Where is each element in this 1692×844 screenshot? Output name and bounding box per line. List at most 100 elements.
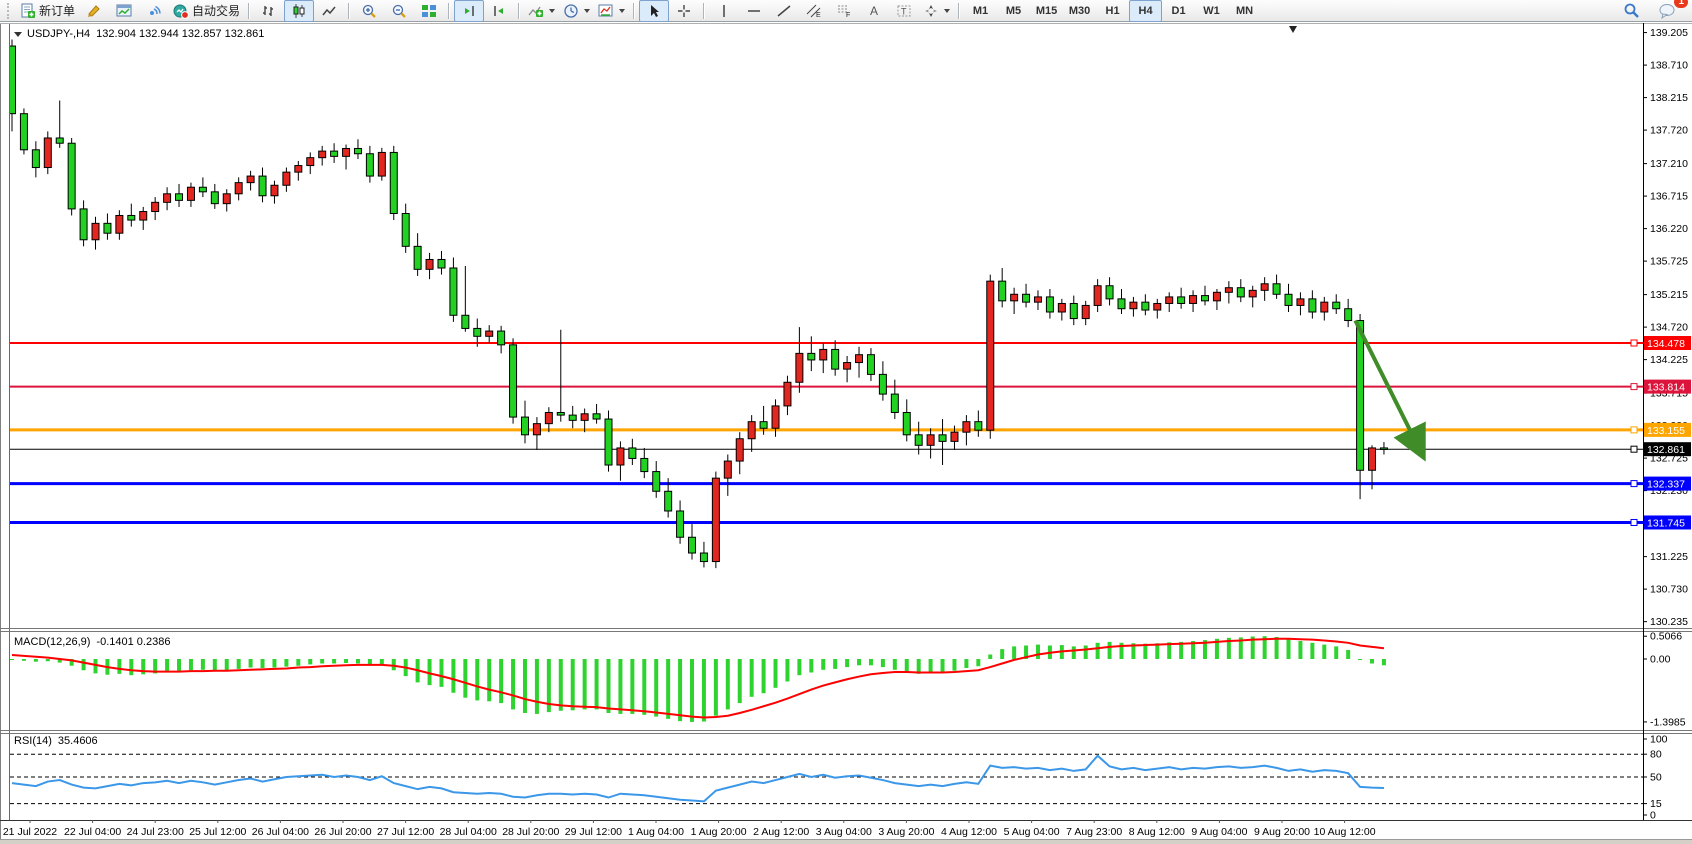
toolbar-separator: [448, 2, 451, 19]
chart-canvas[interactable]: 139.205 138.710 138.215 137.720 137.210 136.7…: [0, 23, 1692, 844]
search-icon: [1624, 3, 1639, 18]
notification-count-badge: 1: [1674, 0, 1688, 8]
templates-icon: [598, 4, 613, 16]
search-button[interactable]: [1616, 0, 1646, 22]
svg-text:138.215: 138.215: [1650, 92, 1688, 104]
svg-text:9 Aug 20:00: 9 Aug 20:00: [1254, 826, 1310, 838]
svg-text:15: 15: [1650, 798, 1662, 810]
metaeditor-icon: [88, 4, 100, 17]
svg-text:136.715: 136.715: [1650, 191, 1688, 203]
channel-icon: E: [806, 4, 821, 19]
svg-text:29 Jul 12:00: 29 Jul 12:00: [565, 826, 622, 838]
svg-text:10 Aug 12:00: 10 Aug 12:00: [1314, 826, 1376, 838]
svg-text:7 Aug 23:00: 7 Aug 23:00: [1066, 826, 1122, 838]
new-order-icon: [21, 3, 35, 18]
zoom-out-button[interactable]: [384, 0, 414, 22]
svg-text:5 Aug 04:00: 5 Aug 04:00: [1004, 826, 1060, 838]
templates-button[interactable]: [594, 0, 629, 22]
horizontal-line-icon: [748, 9, 761, 12]
svg-text:0: 0: [1650, 810, 1656, 822]
svg-text:22 Jul 04:00: 22 Jul 04:00: [64, 826, 121, 838]
svg-text:28 Jul 04:00: 28 Jul 04:00: [440, 826, 497, 838]
symbol-dropdown-icon[interactable]: [14, 31, 22, 37]
periods-button[interactable]: [559, 0, 594, 22]
svg-text:80: 80: [1650, 749, 1662, 761]
fibonacci-button[interactable]: F: [829, 0, 859, 22]
timeframe-m1-button[interactable]: M1: [972, 4, 989, 17]
toolbar-separator: [633, 2, 636, 19]
indicators-button[interactable]: [524, 0, 559, 22]
notifications-button[interactable]: 1: [1652, 0, 1688, 22]
text-icon: A: [870, 4, 878, 18]
svg-text:26 Jul 20:00: 26 Jul 20:00: [314, 826, 371, 838]
new-order-button[interactable]: 新订单: [16, 0, 79, 22]
notifications-icon: [1659, 3, 1675, 19]
channel-button[interactable]: E: [799, 0, 829, 22]
tile-windows-button[interactable]: [414, 0, 444, 22]
auto-scroll-button[interactable]: [454, 0, 485, 22]
timeframe-h4-button[interactable]: H4: [1129, 0, 1163, 22]
arrows-dropdown-caret: [944, 8, 951, 13]
svg-text:133.814: 133.814: [1647, 382, 1685, 394]
fibonacci-icon: F: [838, 5, 850, 19]
candlestick-chart-button[interactable]: [284, 0, 315, 22]
autotrading-label: 自动交易: [192, 4, 241, 18]
svg-text:T: T: [901, 6, 907, 16]
top-toolbar: 新订单 自动交易: [0, 0, 1692, 22]
svg-text:F: F: [846, 12, 850, 19]
vertical-line-button[interactable]: [709, 0, 739, 22]
new-chart-icon: [116, 4, 132, 16]
svg-text:2 Aug 12:00: 2 Aug 12:00: [753, 826, 809, 838]
arrows-tool-button[interactable]: [919, 0, 954, 22]
toolbar-separator: [958, 2, 961, 19]
timeframe-m5-button[interactable]: M5: [1005, 4, 1022, 17]
svg-text:130.235: 130.235: [1650, 616, 1688, 628]
svg-text:0.00: 0.00: [1650, 654, 1671, 666]
svg-text:139.205: 139.205: [1650, 27, 1688, 39]
toolbar-separator: [518, 2, 521, 19]
chart-shift-marker: [1289, 26, 1297, 33]
timeframe-m15-button[interactable]: M15: [1035, 4, 1058, 17]
zoom-in-button[interactable]: [354, 0, 384, 22]
timeframe-w1-button[interactable]: W1: [1203, 4, 1220, 17]
svg-text:-1.3985: -1.3985: [1650, 716, 1686, 728]
horizontal-line-button[interactable]: [739, 0, 769, 22]
ohlc-values: 132.904 132.944 132.857 132.861: [96, 28, 265, 40]
timeframe-m30-button[interactable]: M30: [1068, 4, 1091, 17]
text-label-button[interactable]: T: [889, 0, 919, 22]
trendline-icon: [777, 4, 791, 17]
toolbar-separator: [248, 2, 251, 19]
signals-button[interactable]: [139, 0, 169, 22]
chart-shift-button[interactable]: [484, 0, 514, 22]
svg-text:26 Jul 04:00: 26 Jul 04:00: [252, 826, 309, 838]
timeframe-d1-button[interactable]: D1: [1171, 4, 1186, 17]
bar-chart-button[interactable]: [254, 0, 284, 22]
svg-text:25 Jul 12:00: 25 Jul 12:00: [189, 826, 246, 838]
rsi-header: RSI(14) 35.4606: [14, 735, 98, 747]
indicators-icon: [528, 6, 544, 17]
metaeditor-button[interactable]: [79, 0, 109, 22]
svg-text:135.725: 135.725: [1650, 256, 1688, 268]
cursor-button[interactable]: [639, 0, 670, 22]
toolbar-separator: [703, 2, 706, 19]
market-watch-button[interactable]: [109, 0, 139, 22]
rsi-values: 35.4606: [57, 735, 98, 747]
trendline-button[interactable]: [769, 0, 799, 22]
periods-dropdown-caret: [584, 8, 591, 13]
line-chart-button[interactable]: [314, 0, 344, 22]
svg-text:138.710: 138.710: [1650, 60, 1688, 72]
svg-text:50: 50: [1650, 772, 1662, 784]
timeframe-mn-button[interactable]: MN: [1235, 4, 1254, 17]
svg-text:21 Jul 2022: 21 Jul 2022: [3, 826, 57, 838]
svg-text:135.215: 135.215: [1650, 289, 1688, 301]
periods-icon: [564, 3, 578, 18]
new-order-label: 新订单: [39, 4, 76, 18]
crosshair-button[interactable]: [669, 0, 699, 22]
timeframe-h1-button[interactable]: H1: [1105, 4, 1120, 17]
svg-text:27 Jul 12:00: 27 Jul 12:00: [377, 826, 434, 838]
autotrading-button[interactable]: 自动交易: [169, 0, 244, 22]
macd-header: MACD(12,26,9) -0.1401 0.2386: [14, 636, 170, 648]
text-button[interactable]: A: [859, 0, 889, 22]
line-chart-icon: [322, 6, 336, 15]
indicators-dropdown-caret: [549, 8, 556, 13]
